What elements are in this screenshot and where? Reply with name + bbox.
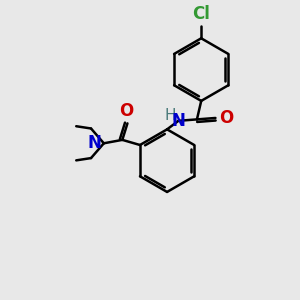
- Text: H: H: [165, 108, 176, 123]
- Text: N: N: [172, 112, 185, 130]
- Text: O: O: [119, 102, 133, 120]
- Text: O: O: [219, 109, 233, 127]
- Text: N: N: [88, 134, 102, 152]
- Text: Cl: Cl: [192, 5, 210, 23]
